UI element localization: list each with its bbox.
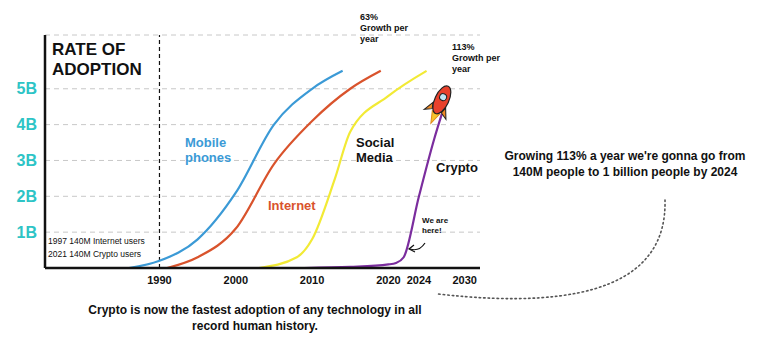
html-text:We are here!: We are here!	[422, 216, 449, 235]
html-text:Mobile phones: Mobile phones	[185, 135, 232, 165]
html-text:113% Growth per year: 113% Growth per year	[452, 42, 500, 74]
svg-text:3B: 3B	[17, 152, 37, 169]
html-text:RATE OF ADOPTION: RATE OF ADOPTION	[52, 40, 142, 79]
svg-text:1B: 1B	[17, 224, 37, 241]
html-text:63% Growth per year: 63% Growth per year	[360, 12, 408, 44]
html-text:Growing 113% a year we're gonn: Growing 113% a year we're gonna go from …	[504, 149, 746, 179]
html-text:Crypto is now the fastest adop: Crypto is now the fastest adoption of an…	[88, 303, 422, 333]
html-text:Social Media: Social Media	[356, 135, 395, 165]
html-text:Crypto: Crypto	[436, 160, 478, 175]
svg-text:4B: 4B	[17, 116, 37, 133]
html-text:Internet: Internet	[268, 198, 316, 213]
svg-text:2024: 2024	[407, 274, 432, 286]
svg-text:1990: 1990	[147, 274, 171, 286]
svg-text:2010: 2010	[300, 274, 324, 286]
svg-text:2B: 2B	[17, 188, 37, 205]
html-text:1997 140M Internet users: 1997 140M Internet users	[48, 236, 145, 246]
html-text:2021 140M Crypto users: 2021 140M Crypto users	[48, 249, 142, 259]
svg-text:2020: 2020	[376, 274, 400, 286]
svg-text:5B: 5B	[17, 80, 37, 97]
svg-text:2000: 2000	[224, 274, 248, 286]
svg-text:2030: 2030	[452, 274, 476, 286]
